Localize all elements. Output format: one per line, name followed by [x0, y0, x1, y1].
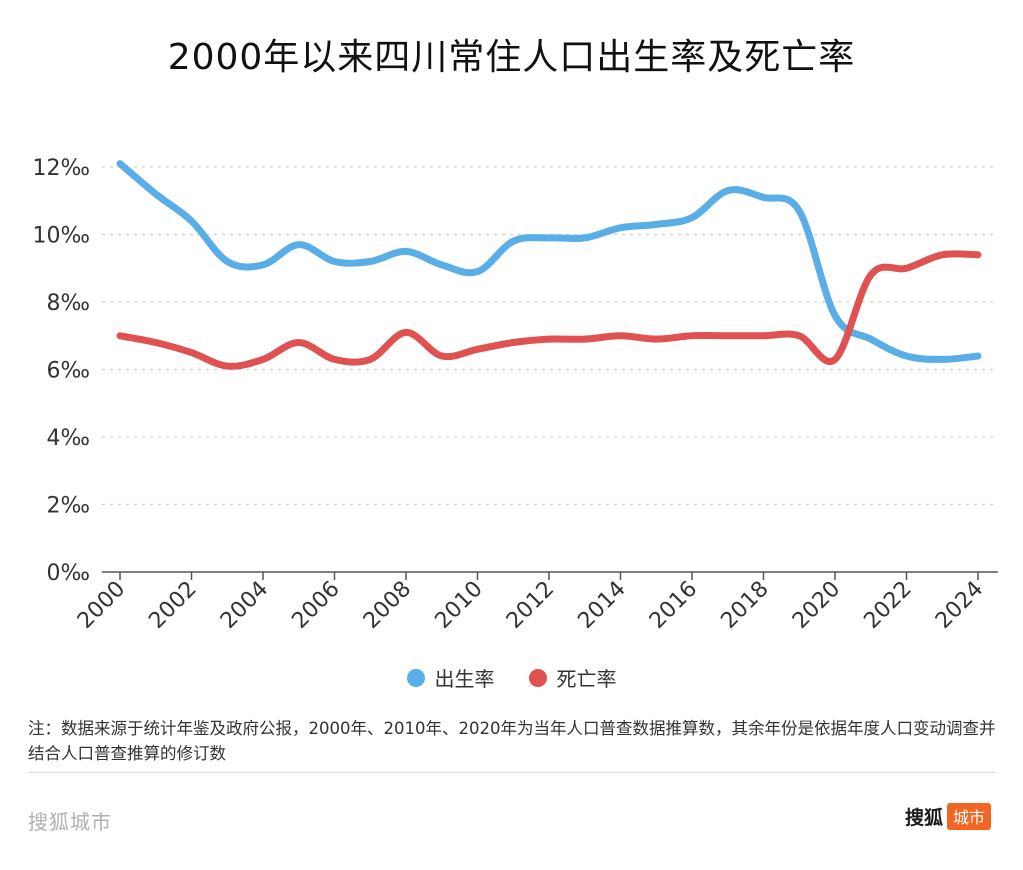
legend-label-birth: 出生率 — [434, 667, 495, 691]
x-tick-label: 2002 — [144, 577, 201, 634]
footer-brand: 搜狐城市 — [28, 810, 112, 834]
legend-label-death: 死亡率 — [556, 667, 617, 691]
line-chart: 0‰2‰4‰6‰8‰10‰12‰ 2000 2002 2004 2006 2008 201… — [32, 156, 998, 634]
x-tick-label: 2020 — [788, 577, 845, 634]
logo-tag: 城市 — [946, 803, 991, 830]
series-lines — [116, 160, 982, 370]
x-tick-label: 2012 — [502, 577, 559, 634]
y-tick-label: 10‰ — [32, 224, 90, 249]
legend-marker-death — [528, 668, 547, 687]
x-tick-label: 2016 — [645, 577, 702, 634]
y-tick-labels: 0‰ 2‰ 4‰ 6‰ 8‰ 10‰ 12‰ — [32, 156, 90, 586]
y-tick-label: 0‰ — [46, 561, 90, 586]
y-tick-label: 6‰ — [46, 359, 90, 384]
y-tick-label: 4‰ — [46, 426, 90, 451]
x-tick-label: 2018 — [716, 577, 773, 634]
legend-marker-birth — [406, 668, 425, 687]
source-note: 注：数据来源于统计年鉴及政府公报，2000年、2010年、2020年为当年人口普… — [28, 719, 996, 763]
legend: 出生率 死亡率 — [0, 663, 1023, 692]
x-tick-label: 2004 — [216, 577, 273, 634]
x-tick-label: 2008 — [359, 577, 416, 634]
x-tick-label: 2010 — [430, 577, 487, 634]
chart-title: 2000年以来四川常住人口出生率及死亡率 — [167, 37, 856, 78]
logo-main-text: 搜狐 — [904, 807, 943, 829]
sohu-city-logo: 搜狐 城市 — [905, 803, 991, 830]
legend-item-death: 死亡率 — [528, 663, 617, 692]
x-tick-labels: 2000 2002 2004 2006 2008 2010 2012 2014 2016 2018… — [73, 577, 988, 634]
series-line-death — [116, 250, 982, 370]
y-tick-label: 8‰ — [46, 291, 90, 316]
divider — [28, 772, 996, 773]
x-tick-label: 2024 — [931, 577, 988, 634]
x-axis — [102, 571, 998, 580]
x-tick-label: 2014 — [573, 577, 630, 634]
x-tick-label: 2006 — [287, 577, 344, 634]
legend-item-birth: 出生率 — [406, 663, 495, 692]
x-tick-label: 2022 — [859, 577, 916, 634]
y-tick-label: 2‰ — [46, 494, 90, 519]
series-line-birth — [116, 160, 982, 363]
y-tick-label: 12‰ — [32, 156, 90, 181]
